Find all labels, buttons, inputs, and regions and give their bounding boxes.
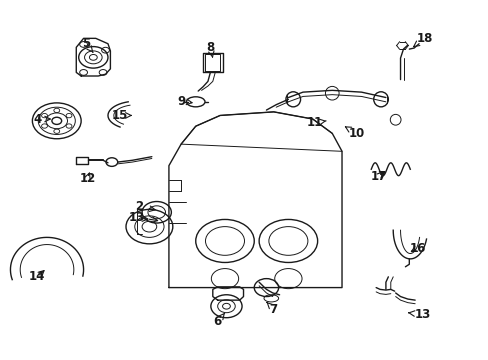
Text: 9: 9 bbox=[177, 95, 192, 108]
Text: 15: 15 bbox=[112, 109, 131, 122]
Text: 10: 10 bbox=[345, 127, 364, 140]
Text: 11: 11 bbox=[306, 116, 325, 129]
Text: 12: 12 bbox=[79, 172, 96, 185]
Text: 14: 14 bbox=[29, 270, 45, 283]
Text: 1: 1 bbox=[128, 211, 147, 224]
Text: 17: 17 bbox=[370, 170, 386, 183]
Text: 5: 5 bbox=[81, 37, 93, 52]
Text: 13: 13 bbox=[408, 308, 430, 321]
Text: 2: 2 bbox=[135, 201, 155, 213]
Text: 8: 8 bbox=[206, 41, 214, 57]
Text: 16: 16 bbox=[408, 242, 425, 255]
Text: 18: 18 bbox=[413, 32, 432, 47]
Text: 7: 7 bbox=[266, 302, 277, 316]
Text: 4: 4 bbox=[33, 113, 50, 126]
Text: 6: 6 bbox=[213, 313, 224, 328]
Text: 3: 3 bbox=[135, 211, 157, 224]
